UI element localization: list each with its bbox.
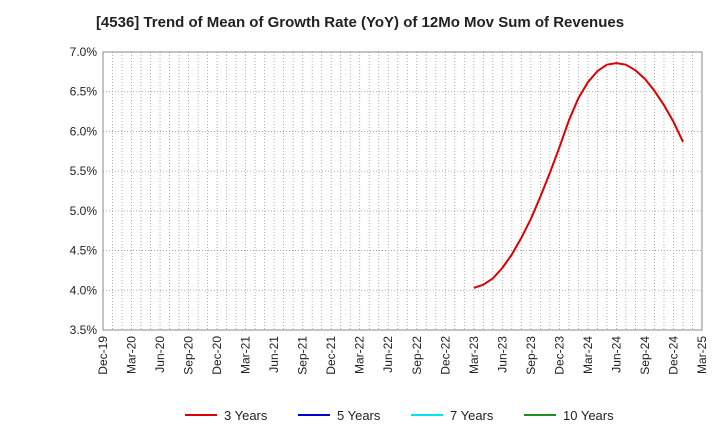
x-tick-label: Dec-24 — [666, 336, 680, 375]
legend-label: 7 Years — [450, 408, 494, 423]
x-axis: Dec-19 Mar-20 Jun-20 Sep-20 Dec-20 Mar-21 Jun-… — [96, 336, 709, 375]
x-tick-label: Sep-22 — [410, 336, 424, 375]
x-tick-label: Dec-23 — [552, 336, 566, 375]
x-tick-label: Jun-21 — [267, 336, 281, 373]
y-tick-label: 7.0% — [70, 45, 98, 59]
x-tick-label: Jun-24 — [609, 336, 623, 373]
x-tick-label: Dec-22 — [438, 336, 452, 375]
y-tick-label: 5.5% — [70, 164, 98, 178]
legend: 3 Years 5 Years 7 Years 10 Years — [185, 408, 614, 423]
y-tick-label: 6.0% — [70, 124, 98, 138]
x-tick-label: Sep-20 — [182, 336, 196, 375]
x-tick-label: Mar-20 — [125, 336, 139, 374]
x-tick-label: Dec-20 — [210, 336, 224, 375]
y-tick-label: 4.5% — [70, 244, 98, 258]
x-tick-label: Dec-19 — [96, 336, 110, 375]
legend-label: 5 Years — [337, 408, 381, 423]
chart-title: [4536] Trend of Mean of Growth Rate (YoY… — [95, 14, 625, 31]
x-tick-label: Mar-24 — [581, 336, 595, 374]
x-tick-label: Dec-21 — [324, 336, 338, 375]
y-tick-label: 6.5% — [70, 85, 98, 99]
x-tick-label: Jun-20 — [153, 336, 167, 373]
y-axis: 3.5% 4.0% 4.5% 5.0% 5.5% 6.0% 6.5% 7.0% — [70, 45, 98, 337]
grid-layer — [103, 52, 702, 330]
x-tick-label: Jun-23 — [495, 336, 509, 373]
legend-label: 10 Years — [563, 408, 614, 423]
x-tick-label: Sep-24 — [638, 336, 652, 375]
y-tick-label: 3.5% — [70, 323, 98, 337]
x-tick-label: Sep-21 — [296, 336, 310, 375]
series-line-3-years — [473, 62, 684, 289]
series-layer — [473, 62, 684, 289]
x-tick-label: Mar-22 — [353, 336, 367, 374]
x-tick-label: Mar-23 — [467, 336, 481, 374]
x-tick-label: Mar-25 — [695, 336, 709, 374]
y-tick-label: 4.0% — [70, 283, 98, 297]
x-tick-label: Jun-22 — [381, 336, 395, 373]
x-tick-label: Sep-23 — [524, 336, 538, 375]
y-tick-label: 5.0% — [70, 204, 98, 218]
legend-label: 3 Years — [224, 408, 268, 423]
x-tick-label: Mar-21 — [239, 336, 253, 374]
plot-frame — [102, 51, 703, 331]
